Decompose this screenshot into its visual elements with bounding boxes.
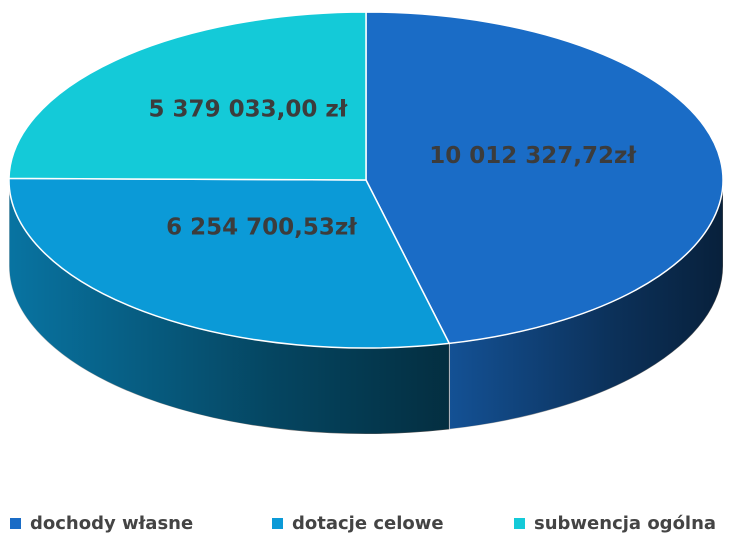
side-shade — [9, 180, 450, 435]
slice — [365, 11, 724, 345]
legend-label: dotacje celowe — [292, 513, 444, 534]
legend-swatch — [10, 518, 21, 529]
slice-labels: 10 012 327,72zł 6 254 700,53zł 5 379 033,0… — [149, 96, 637, 240]
slice-label: 5 379 033,00 zł — [149, 96, 348, 122]
slice — [8, 177, 451, 349]
legend-label: subwencja ogólna — [534, 513, 716, 534]
legend-label: dochody własne — [30, 513, 193, 534]
legend: dochody własne dotacje celowe subwencja og… — [10, 513, 716, 534]
slice-label: 10 012 327,72zł — [429, 143, 636, 169]
legend-swatch — [272, 518, 283, 529]
slice-label: 6 254 700,53zł — [166, 214, 357, 240]
legend-swatch — [514, 518, 525, 529]
slice — [8, 11, 367, 181]
side-shade — [449, 180, 723, 430]
pie-tops — [8, 11, 724, 349]
